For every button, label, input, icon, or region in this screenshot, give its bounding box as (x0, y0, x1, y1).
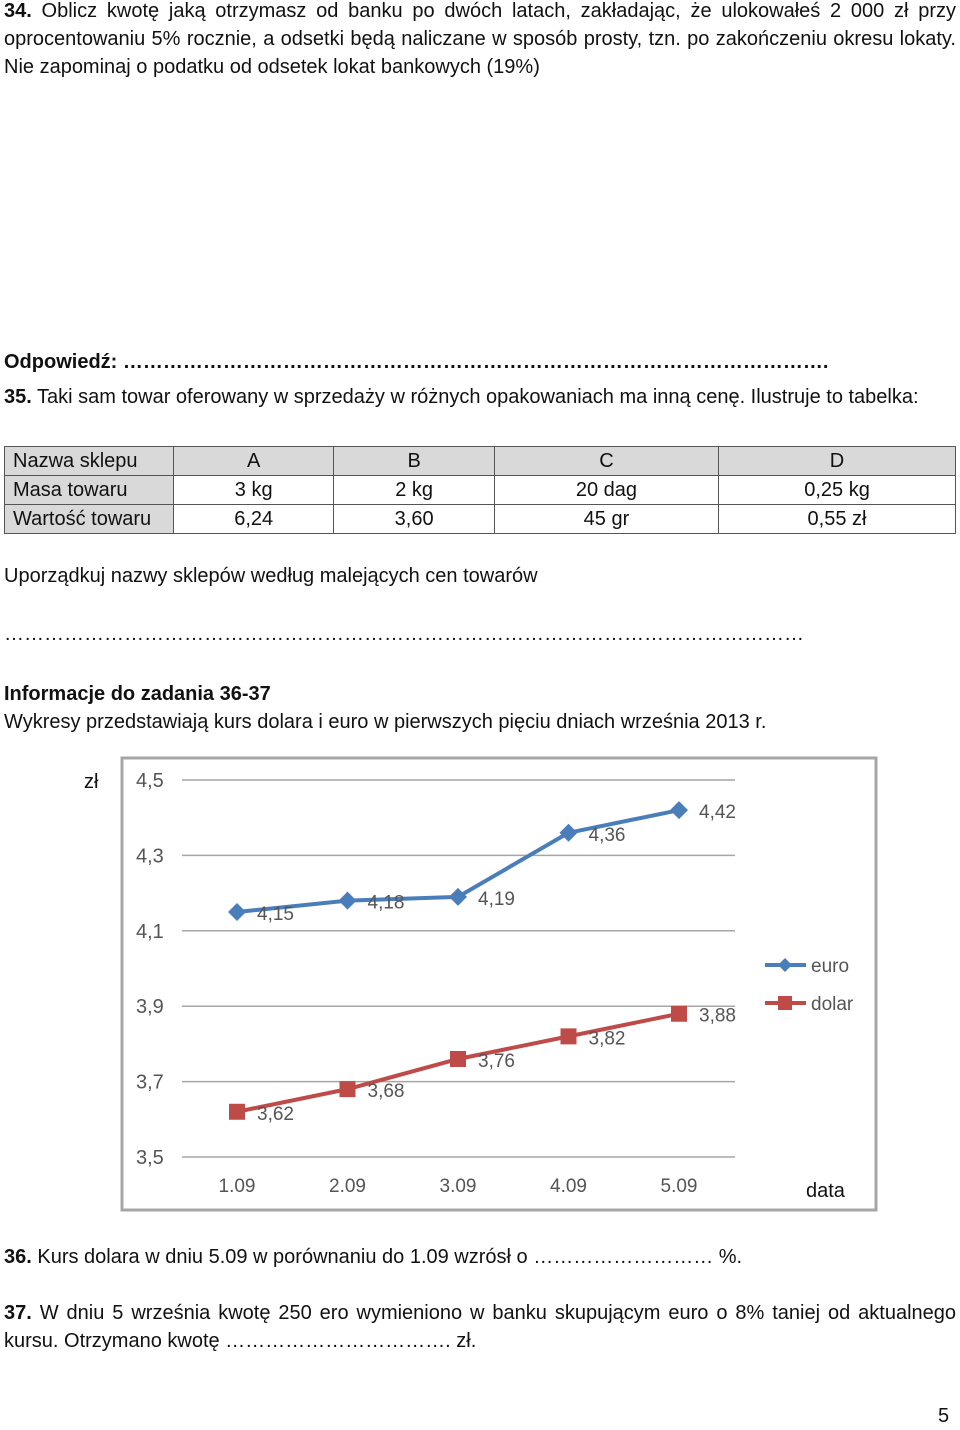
data-label-euro: 4,15 (257, 904, 294, 925)
data-point-euro (449, 887, 467, 906)
page-number: 5 (938, 1405, 950, 1427)
chart-legend: euro dolar (765, 956, 854, 1015)
data-label-euro: 4,42 (699, 802, 736, 823)
legend-label-dolar: dolar (811, 994, 854, 1015)
task-36-text: 36. Kurs dolara w dniu 5.09 w porównaniu… (4, 1243, 742, 1271)
table-row: Masa towaru 3 kg 2 kg 20 dag 0,25 kg (4, 475, 956, 505)
legend-marker-dolar (778, 996, 792, 1010)
x-axis-label: data (806, 1180, 846, 1202)
x-tick-labels: 1.09 2.09 3.09 4.09 5.09 (219, 1176, 698, 1197)
legend-marker-euro (778, 958, 792, 972)
task-35-text: 35. Taki sam towar oferowany w sprzedaży… (4, 383, 956, 411)
y-tick-labels: 4,5 4,3 4,1 3,9 3,7 3,5 (136, 770, 164, 1169)
data-label-dolar: 3,62 (257, 1104, 294, 1125)
shops-table: Nazwa sklepu A B C D Masa towaru 3 kg 2 … (4, 446, 956, 534)
task-34-number: 34. (4, 0, 32, 22)
data-label-euro: 4,36 (589, 825, 626, 846)
table-cell: Wartość towaru (4, 504, 174, 534)
table-cell: C (493, 446, 720, 476)
data-point-dolar (671, 1005, 687, 1022)
data-point-euro (338, 891, 357, 910)
data-label-dolar: 3,68 (368, 1081, 405, 1102)
x-tick-label: 4.09 (550, 1176, 587, 1197)
chart-frame (120, 756, 878, 1212)
y-tick-label: 4,5 (136, 770, 164, 792)
x-tick-label: 5.09 (661, 1176, 698, 1197)
data-label-dolar: 3,88 (699, 1006, 736, 1027)
data-point-dolar (229, 1103, 245, 1120)
info-text: Wykresy przedstawiają kurs dolara i euro… (4, 711, 767, 733)
table-row: Wartość towaru 6,24 3,60 45 gr 0,55 zł (4, 504, 956, 534)
task-36-body: Kurs dolara w dniu 5.09 w porównaniu do … (31, 1246, 743, 1268)
table-cell: 20 dag (493, 475, 720, 505)
y-tick-label: 3,7 (136, 1072, 164, 1094)
data-point-euro (228, 902, 246, 921)
table-cell: D (718, 446, 956, 476)
data-label-euro: 4,19 (478, 889, 515, 910)
task-34-body: Oblicz kwotę jaką otrzymasz od banku po … (4, 0, 956, 78)
task-35-answer-line: ………………………………………………………………………………………………………… (4, 623, 804, 645)
data-point-euro (559, 823, 578, 842)
table-cell: 3 kg (172, 475, 335, 505)
table-cell: 0,55 zł (718, 504, 956, 534)
data-label-dolar: 3,82 (589, 1028, 626, 1049)
table-cell: Nazwa sklepu (4, 446, 174, 476)
task-35-body: Taki sam towar oferowany w sprzedaży w r… (31, 386, 919, 408)
task-37-number: 37. (4, 1302, 32, 1324)
data-label-euro: 4,18 (368, 893, 405, 914)
data-point-dolar (450, 1050, 466, 1067)
table-cell: 0,25 kg (718, 475, 956, 505)
y-tick-label: 4,3 (136, 845, 164, 867)
table-cell: 3,60 (333, 504, 495, 534)
task-37-text: 37. W dniu 5 września kwotę 250 ero wymi… (4, 1299, 956, 1355)
data-label-dolar: 3,76 (478, 1051, 515, 1072)
task-35-instruction: Uporządkuj nazwy sklepów według malejący… (4, 565, 538, 587)
task-37-body: W dniu 5 września kwotę 250 ero wymienio… (4, 1302, 956, 1352)
table-cell: 6,24 (172, 504, 335, 534)
info-title: Informacje do zadania 36-37 (4, 683, 271, 705)
table-cell: 45 gr (493, 504, 720, 534)
legend-label-euro: euro (811, 956, 849, 977)
chart-series: 4,15 4,18 4,19 4,36 4,42 3,62 3,68 3,76 3,82 3,88 (228, 801, 736, 1125)
y-tick-label: 3,9 (136, 996, 164, 1018)
chart-grid (182, 779, 735, 1158)
task-34-answer: Odpowiedź: ……………………………………………………………………………… (4, 351, 829, 373)
x-tick-label: 3.09 (440, 1176, 477, 1197)
data-point-dolar (560, 1028, 577, 1045)
task-36-number: 36. (4, 1246, 32, 1268)
x-tick-label: 2.09 (329, 1176, 366, 1197)
y-tick-label: 4,1 (136, 921, 164, 943)
data-point-dolar (339, 1081, 356, 1098)
y-tick-label: 3,5 (136, 1147, 164, 1169)
x-tick-label: 1.09 (219, 1176, 256, 1197)
task-34-text: 34. Oblicz kwotę jaką otrzymasz od banku… (4, 0, 956, 81)
task-35-number: 35. (4, 386, 32, 408)
table-header-row: Nazwa sklepu A B C D (4, 446, 956, 476)
y-axis-label: zł (84, 771, 99, 793)
data-point-euro (670, 801, 688, 820)
